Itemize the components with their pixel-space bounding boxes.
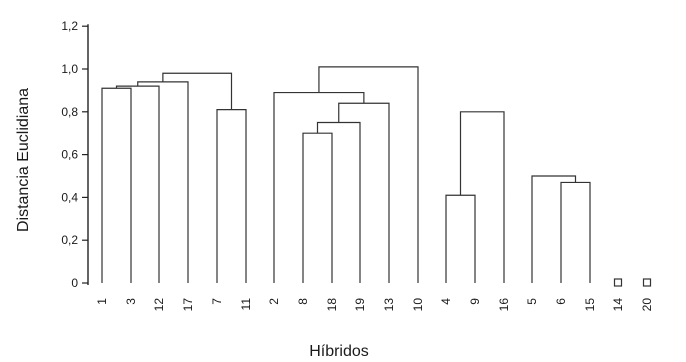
dendrogram-branches bbox=[101, 66, 652, 287]
dendrogram-branch bbox=[101, 87, 132, 283]
dendrogram-branch bbox=[560, 181, 591, 283]
dendrogram-branch bbox=[216, 109, 247, 283]
x-tick-label: 15 bbox=[583, 298, 597, 312]
x-tick-label: 8 bbox=[296, 298, 310, 305]
x-axis-title: Híbridos bbox=[309, 343, 369, 360]
x-tick-label: 12 bbox=[152, 298, 166, 312]
y-tick-label: 0 bbox=[71, 276, 78, 290]
x-tick-label: 10 bbox=[411, 298, 425, 312]
dendrogram-branch bbox=[459, 111, 505, 283]
y-tick-label: 0,4 bbox=[61, 190, 78, 204]
x-tick-label: 17 bbox=[181, 298, 195, 312]
x-tick-label: 11 bbox=[239, 298, 253, 311]
dendrogram-branch bbox=[318, 66, 419, 283]
x-tick-label: 3 bbox=[124, 298, 138, 305]
x-axis-leaf-labels: 1 3 12 17 7 11 2 8 18 19 13 10 4 9 16 5 6 15 14 20 bbox=[95, 298, 654, 312]
y-axis: 0 0,2 0,4 0,6 0,8 1,0 1,2 bbox=[61, 19, 89, 290]
x-tick-label: 4 bbox=[439, 298, 453, 305]
x-tick-label: 20 bbox=[640, 298, 654, 312]
dendrogram-branch bbox=[162, 72, 233, 110]
dendrogram-branch bbox=[137, 81, 189, 283]
x-tick-label: 9 bbox=[468, 298, 482, 305]
y-tick-label: 0,8 bbox=[61, 105, 78, 119]
x-tick-label: 5 bbox=[525, 298, 539, 305]
y-tick-label: 0,2 bbox=[61, 233, 78, 247]
y-tick-label: 1,2 bbox=[61, 19, 78, 33]
x-tick-label: 16 bbox=[497, 298, 511, 312]
dendrogram-branch bbox=[531, 175, 577, 283]
dendrogram-branch bbox=[302, 132, 333, 283]
x-tick-label: 1 bbox=[95, 298, 109, 305]
dendrogram-branch bbox=[273, 91, 365, 283]
y-axis-title: Distancia Euclidiana bbox=[15, 88, 32, 232]
x-tick-label: 6 bbox=[554, 298, 568, 305]
dendrogram-branch bbox=[445, 194, 476, 283]
dendrogram-branch bbox=[338, 102, 390, 283]
x-tick-label: 7 bbox=[210, 298, 224, 305]
x-tick-label: 13 bbox=[382, 298, 396, 312]
x-tick-label: 19 bbox=[353, 298, 367, 312]
singleton-marker bbox=[642, 278, 652, 287]
y-tick-label: 0,6 bbox=[61, 148, 78, 162]
dendrogram-branch bbox=[115, 85, 160, 283]
singleton-marker bbox=[613, 278, 623, 287]
x-tick-label: 14 bbox=[611, 298, 625, 312]
x-tick-label: 18 bbox=[325, 298, 339, 312]
dendrogram-branch bbox=[316, 121, 361, 283]
y-tick-label: 1,0 bbox=[61, 62, 78, 76]
x-tick-label: 2 bbox=[267, 298, 281, 305]
